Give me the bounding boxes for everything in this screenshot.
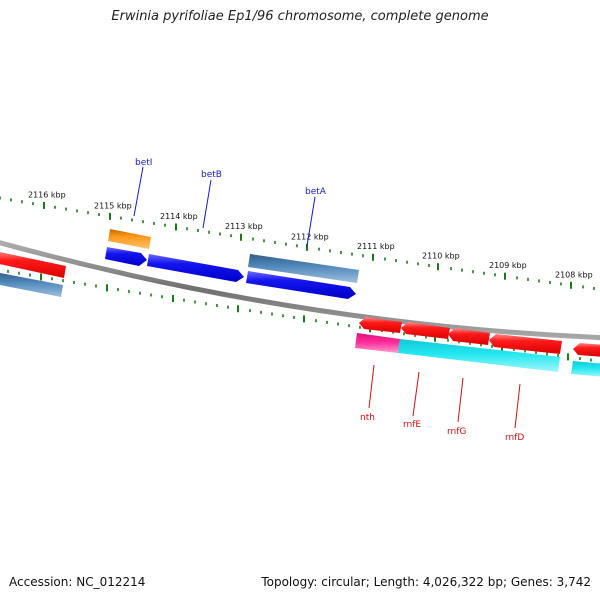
label-leader-rnfE xyxy=(412,371,420,417)
tick-label: 2110 kbp xyxy=(422,252,460,261)
tick-label: 2109 kbp xyxy=(489,261,527,270)
topology-label: Topology: xyxy=(261,575,318,589)
tick-label: 2115 kbp xyxy=(94,201,132,210)
gene-steel-betA-upper[interactable] xyxy=(248,254,359,283)
tick-label: 2112 kbp xyxy=(291,232,329,241)
gene-partial-left-steel[interactable] xyxy=(0,272,63,297)
gene-cyan-long[interactable] xyxy=(398,339,560,372)
gene-rnfD[interactable] xyxy=(489,334,562,354)
forward-strand-features xyxy=(0,229,359,299)
gene-partial-right-red[interactable] xyxy=(573,343,600,357)
label-leader-betI xyxy=(133,166,144,217)
tick-label: 2111 kbp xyxy=(357,242,395,251)
length-label: Length: xyxy=(373,575,420,589)
gene-betA[interactable] xyxy=(246,271,356,299)
label-leader-rnfG xyxy=(457,377,464,423)
label-leader-betB xyxy=(202,179,212,229)
genome-backbone xyxy=(0,240,600,341)
gene-betI-orange[interactable] xyxy=(108,229,151,249)
genes-label: Genes: xyxy=(510,575,553,589)
label-rnfE[interactable]: rnfE xyxy=(403,420,421,430)
tick-label: 2113 kbp xyxy=(225,222,263,231)
reverse-gene-labels: nth rnfE rnfG rnfD xyxy=(360,364,524,443)
label-leader-rnfD xyxy=(514,383,521,429)
length-value: 4,026,322 bp xyxy=(422,575,503,589)
gene-partial-left-red[interactable] xyxy=(0,251,66,278)
label-leader-nth xyxy=(368,364,375,409)
map-title: Erwinia pyrifoliae Ep1/96 chromosome, co… xyxy=(111,9,489,24)
label-rnfG[interactable]: rnfG xyxy=(447,427,466,437)
tick-label: 2116 kbp xyxy=(28,190,66,199)
label-nth[interactable]: nth xyxy=(360,413,375,423)
gene-rnfG[interactable] xyxy=(448,328,490,345)
tick-ruler-upper xyxy=(0,196,595,290)
accession-info: Accession: NC_012214 xyxy=(9,575,145,589)
gene-betB[interactable] xyxy=(147,254,244,282)
label-betA[interactable]: betA xyxy=(305,187,327,197)
forward-gene-labels: betI betB betA xyxy=(133,158,327,247)
gene-betI[interactable] xyxy=(105,247,147,266)
genes-value: 3,742 xyxy=(556,575,591,589)
gene-partial-right-cyan[interactable] xyxy=(571,361,600,377)
topology-value: circular xyxy=(321,575,366,589)
tick-label: 2108 kbp xyxy=(555,270,593,279)
label-leader-betA xyxy=(306,196,316,247)
reverse-strand-features xyxy=(355,317,600,377)
tick-label: 2114 kbp xyxy=(160,212,198,221)
gene-rnfE[interactable] xyxy=(401,322,450,339)
tick-labels: 2116 kbp 2115 kbp 2114 kbp 2113 kbp 2112 kbp… xyxy=(28,190,593,279)
gene-magenta[interactable] xyxy=(355,333,400,353)
accession-label: Accession: xyxy=(9,575,73,589)
label-rnfD[interactable]: rnfD xyxy=(505,433,524,443)
genome-stats: Topology: circular; Length: 4,026,322 bp… xyxy=(261,575,591,589)
label-betB[interactable]: betB xyxy=(201,170,222,180)
accession-value: NC_012214 xyxy=(76,575,146,589)
gene-nth[interactable] xyxy=(359,317,402,333)
label-betI[interactable]: betI xyxy=(135,158,152,168)
